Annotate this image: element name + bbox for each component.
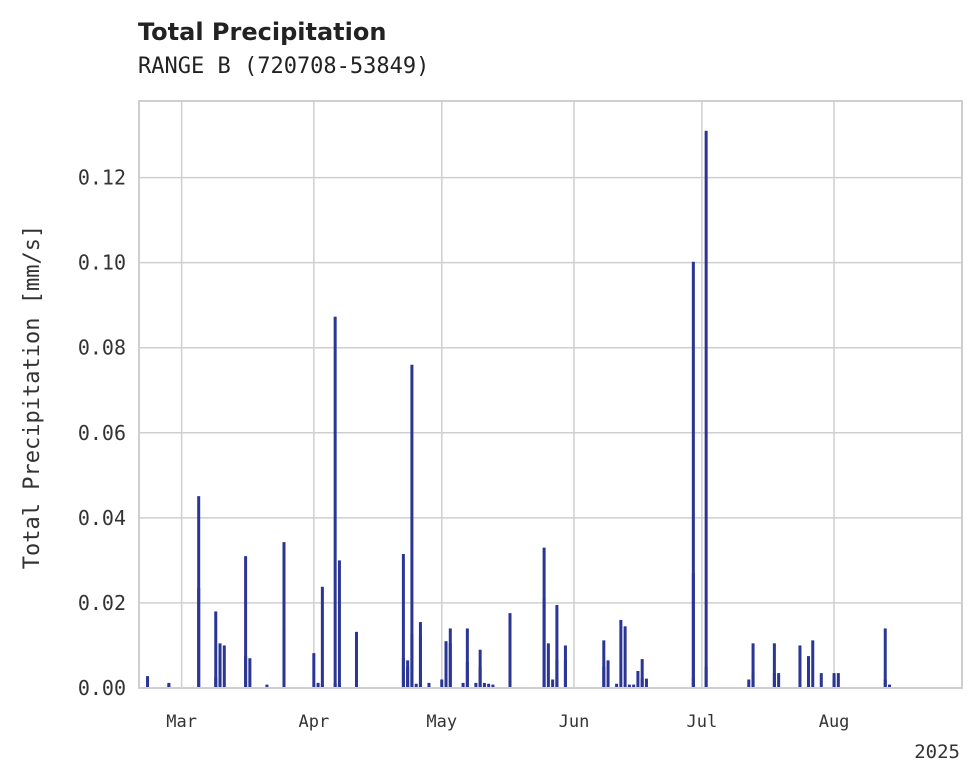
y-tick-label: 0.04 xyxy=(78,506,126,530)
x-tick-label: Jul xyxy=(687,712,718,732)
precip-bar xyxy=(354,631,358,688)
precip-bar xyxy=(265,684,269,688)
x-tick-label: May xyxy=(426,712,457,732)
precip-bar xyxy=(337,684,341,688)
precip-bar xyxy=(555,660,559,688)
precip-bar xyxy=(448,643,452,688)
precip-bar xyxy=(551,679,555,688)
precip-bar xyxy=(312,653,316,688)
precipitation-bars xyxy=(146,130,892,688)
precip-bar xyxy=(747,679,751,688)
precip-bar xyxy=(414,683,418,688)
precip-bar xyxy=(474,682,478,688)
precip-bar xyxy=(888,684,892,688)
x-tick-label: Apr xyxy=(298,712,329,732)
y-tick-label: 0.06 xyxy=(78,421,126,445)
precip-bar xyxy=(640,659,644,688)
precip-bar xyxy=(542,598,546,688)
precip-bar xyxy=(406,660,410,688)
y-tick-label: 0.00 xyxy=(78,676,126,700)
precip-bar xyxy=(146,676,150,688)
precip-bar xyxy=(197,496,201,688)
y-tick-label: 0.12 xyxy=(78,166,126,190)
precip-bar xyxy=(410,364,414,688)
plot-frame xyxy=(138,100,963,689)
precip-bar xyxy=(333,316,337,688)
precip-bar xyxy=(320,586,324,688)
precip-bar xyxy=(444,641,448,688)
precip-bar xyxy=(606,660,610,688)
precip-bar xyxy=(167,682,171,688)
precip-bar xyxy=(214,611,218,688)
precip-bar xyxy=(401,554,405,688)
precip-bar xyxy=(632,684,636,688)
precip-bar xyxy=(640,678,644,688)
precip-bar xyxy=(461,682,465,688)
precip-bar xyxy=(465,628,469,688)
precip-bar xyxy=(465,662,469,688)
y-axis-label: Total Precipitation [mm/s] xyxy=(20,225,45,569)
precip-bar xyxy=(316,682,320,688)
precip-bar xyxy=(487,683,491,688)
precip-bar xyxy=(644,678,648,688)
x-axis-year-label: 2025 xyxy=(914,741,960,763)
precip-bar xyxy=(691,261,695,688)
grid-lines xyxy=(139,101,962,689)
precip-bar xyxy=(418,634,422,688)
precip-bar xyxy=(222,645,226,688)
precip-bar xyxy=(508,613,512,688)
precip-bar xyxy=(602,666,606,688)
precip-bar xyxy=(636,670,640,688)
precip-bar xyxy=(772,673,776,688)
precip-bar xyxy=(811,640,815,688)
precip-bar xyxy=(777,673,781,688)
precip-bar xyxy=(627,684,631,688)
precip-bar xyxy=(546,643,550,688)
precip-bar xyxy=(619,619,623,688)
precip-bar xyxy=(491,684,495,688)
y-tick-label: 0.08 xyxy=(78,336,126,360)
precip-bar xyxy=(410,633,414,688)
precip-bar xyxy=(798,645,802,688)
precip-bar xyxy=(615,683,619,688)
precip-bar xyxy=(806,656,810,688)
precip-bar xyxy=(751,643,755,688)
precip-bar xyxy=(563,660,567,688)
precip-bar xyxy=(832,673,836,688)
precip-bar xyxy=(440,679,444,688)
precip-bar xyxy=(218,643,222,688)
precip-bar xyxy=(337,560,341,688)
y-tick-label: 0.02 xyxy=(78,591,126,615)
precip-bar xyxy=(836,673,840,688)
chart-title: Total Precipitation xyxy=(138,18,386,46)
x-tick-label: Aug xyxy=(819,712,850,732)
precip-bar xyxy=(282,628,286,688)
precip-bar xyxy=(704,130,708,688)
y-tick-label: 0.10 xyxy=(78,251,126,275)
x-axis: Mar Apr May Jun Jul Aug xyxy=(166,712,849,732)
precip-bar xyxy=(704,666,708,688)
precip-bar xyxy=(478,666,482,688)
precip-bar xyxy=(819,673,823,688)
precip-bar xyxy=(427,682,431,688)
precip-bar xyxy=(883,628,887,688)
precip-bar xyxy=(248,658,252,688)
precip-bar xyxy=(623,626,627,688)
x-tick-label: Mar xyxy=(166,712,197,732)
precip-bar xyxy=(244,556,248,688)
y-axis: 0.00 0.02 0.04 0.06 0.08 0.10 0.12 xyxy=(78,166,126,700)
precip-bar xyxy=(555,605,559,688)
precip-bar xyxy=(282,542,286,688)
precip-bar xyxy=(602,640,606,688)
precip-bar xyxy=(401,658,405,688)
precip-bar xyxy=(772,643,776,688)
chart-subtitle: RANGE B (720708-53849) xyxy=(138,54,429,79)
x-tick-label: Jun xyxy=(559,712,590,732)
precip-bar xyxy=(482,682,486,688)
